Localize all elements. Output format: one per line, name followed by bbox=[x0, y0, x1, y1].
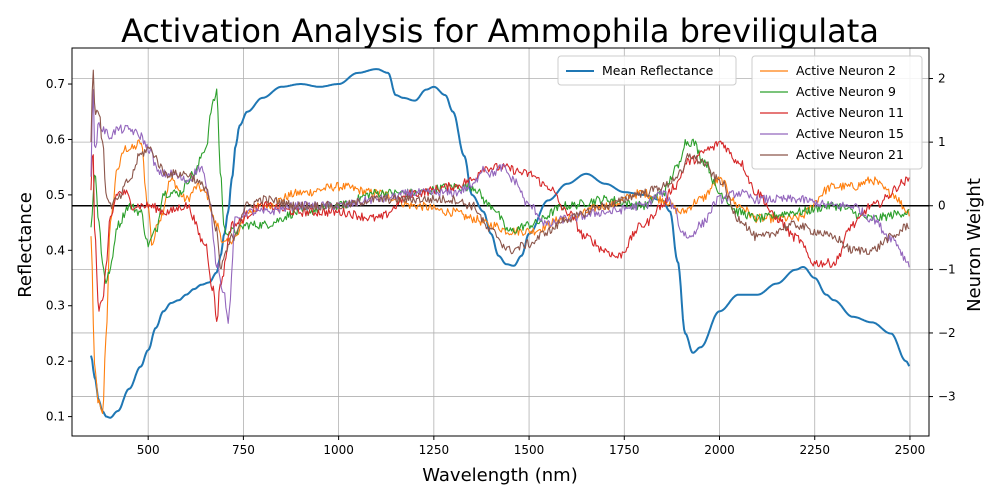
right-y-tick-label: 0 bbox=[938, 199, 946, 213]
plot-frame bbox=[71, 47, 930, 437]
left-y-tick-label: 0.3 bbox=[46, 299, 65, 313]
left-y-tick-label: 0.5 bbox=[46, 188, 65, 202]
series-line-active-neuron-15 bbox=[90, 89, 910, 324]
legend-box bbox=[557, 55, 737, 86]
left-y-tick-label: 0.4 bbox=[46, 243, 65, 257]
left-y-tick-label: 0.1 bbox=[46, 410, 65, 424]
right-y-tick-label: 2 bbox=[938, 72, 946, 86]
legend-box bbox=[751, 55, 923, 170]
right-y-tick-label: −3 bbox=[938, 390, 956, 404]
x-tick-label: 1000 bbox=[323, 443, 354, 457]
right-y-axis-ticks: −3 −2 −1 0 1 2 bbox=[929, 72, 956, 404]
legend-mean-reflectance: Mean Reflectance bbox=[557, 55, 737, 86]
chart-title: Activation Analysis for Ammophila brevil… bbox=[121, 12, 879, 50]
left-y-tick-label: 0.2 bbox=[46, 354, 65, 368]
x-tick-label: 750 bbox=[232, 443, 255, 457]
x-tick-label: 1250 bbox=[419, 443, 450, 457]
legend-entry: Active Neuron 15 bbox=[796, 126, 904, 141]
series-line-active-neuron-9 bbox=[90, 88, 910, 284]
x-tick-label: 1500 bbox=[514, 443, 545, 457]
legend-entry: Active Neuron 2 bbox=[796, 63, 896, 78]
x-tick-label: 1750 bbox=[609, 443, 640, 457]
right-y-axis-label: Neuron Weight bbox=[964, 178, 985, 312]
legend-entry: Active Neuron 11 bbox=[796, 105, 904, 120]
legend-entry: Active Neuron 9 bbox=[796, 84, 896, 99]
x-axis-ticks: 500 750 1000 1250 1500 1750 2000 2250 2500 bbox=[137, 436, 926, 457]
series-line-mean-reflectance bbox=[90, 68, 911, 419]
x-axis-label: Wavelength (nm) bbox=[422, 465, 578, 486]
x-tick-label: 2000 bbox=[704, 443, 735, 457]
left-y-tick-label: 0.7 bbox=[46, 77, 65, 91]
left-y-axis-ticks: 0.1 0.2 0.3 0.4 0.5 0.6 0.7 bbox=[46, 77, 72, 424]
x-tick-label: 500 bbox=[137, 443, 160, 457]
legend-entry: Active Neuron 21 bbox=[796, 147, 904, 162]
left-y-axis-label: Reflectance bbox=[15, 192, 36, 298]
x-tick-label: 2250 bbox=[799, 443, 830, 457]
right-y-tick-label: −2 bbox=[938, 326, 956, 340]
legend-active-neurons: Active Neuron 2 Active Neuron 9 Active Neu… bbox=[751, 55, 923, 170]
legend-entry: Mean Reflectance bbox=[602, 63, 714, 78]
series-line-active-neuron-21 bbox=[90, 69, 910, 270]
series-lines bbox=[90, 68, 911, 419]
right-y-tick-label: −1 bbox=[938, 262, 956, 276]
right-y-tick-label: 1 bbox=[938, 135, 946, 149]
x-tick-label: 2500 bbox=[895, 443, 926, 457]
left-y-tick-label: 0.6 bbox=[46, 132, 65, 146]
